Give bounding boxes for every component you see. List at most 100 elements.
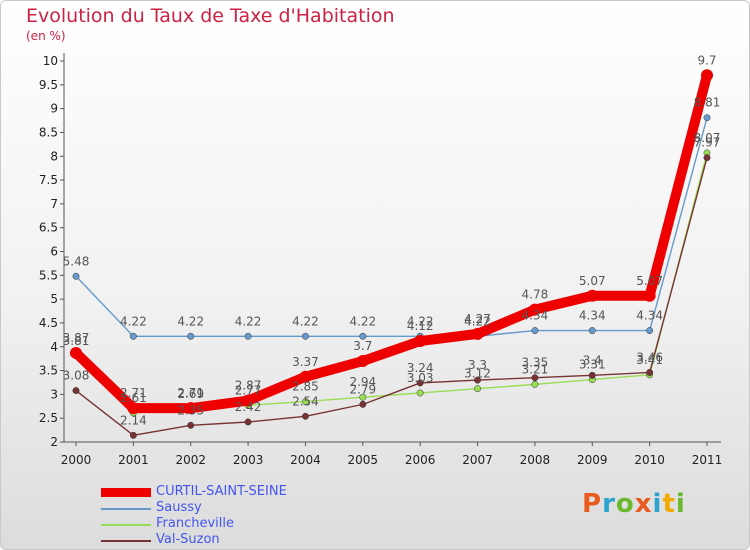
logo-letter: x	[634, 489, 653, 519]
logo-letter: r	[602, 489, 616, 519]
data-label-3: 3.3	[468, 358, 487, 372]
data-label-1: 8.81	[694, 96, 721, 110]
data-label-2: 3.81	[63, 334, 90, 348]
series-point-2	[302, 398, 309, 405]
data-label-1: 4.34	[636, 309, 663, 323]
proxiti-logo: Proxiti	[582, 489, 686, 519]
data-label-1: 4.22	[177, 314, 204, 328]
series-point-2	[531, 380, 539, 388]
series-point-3	[703, 154, 711, 162]
y-tick-label: 5.5	[39, 268, 58, 282]
series-point-1	[302, 332, 309, 340]
data-label-3: 2.42	[235, 400, 262, 414]
data-label-3: 7.97	[694, 136, 721, 150]
data-label-0: 4.12	[407, 319, 434, 333]
y-tick-label: 10	[43, 54, 58, 68]
data-label-3: 2.79	[349, 382, 376, 396]
data-label-2: 2.94	[349, 375, 376, 389]
series-point-0	[643, 289, 656, 302]
legend-swatch-3	[101, 540, 151, 542]
data-label-2: 3.31	[579, 358, 606, 372]
x-tick-label: 2010	[634, 453, 665, 467]
y-tick-label: 3.5	[39, 364, 58, 378]
series-point-3	[474, 376, 481, 384]
y-tick-label: 8.5	[39, 125, 58, 139]
series-point-1	[646, 327, 654, 335]
series-point-0	[299, 370, 312, 383]
data-label-2: 8.07	[694, 131, 721, 145]
x-tick-label: 2007	[462, 453, 493, 467]
x-tick-label: 2000	[61, 453, 92, 467]
series-point-1	[244, 332, 252, 340]
data-label-1: 4.22	[235, 314, 262, 328]
series-point-0	[70, 346, 82, 359]
y-tick-label: 6	[50, 245, 58, 259]
x-tick-label: 2011	[692, 453, 723, 467]
logo-letter: t	[662, 489, 676, 519]
series-point-1	[72, 272, 80, 280]
series-point-1	[588, 327, 596, 335]
data-label-0: 3.37	[292, 355, 319, 369]
series-point-1	[129, 332, 137, 340]
legend-label-3: Val-Suzon	[156, 532, 220, 547]
x-tick-label: 2003	[233, 453, 264, 467]
x-tick-label: 2008	[520, 453, 551, 467]
series-point-3	[531, 374, 539, 382]
data-label-0: 2.87	[235, 379, 262, 393]
legend-label-2: Francheville	[156, 516, 234, 531]
data-label-2: 2.61	[120, 391, 147, 405]
data-label-3: 3.4	[583, 353, 602, 367]
y-tick-label: 6.5	[39, 221, 58, 235]
series-point-1	[703, 114, 711, 122]
logo-letter: i	[652, 489, 663, 519]
series-point-3	[359, 400, 367, 408]
chart-title: Evolution du Taux de Taxe d'Habitation	[26, 5, 395, 27]
x-tick-label: 2006	[405, 453, 436, 467]
data-label-0: 9.7	[697, 53, 716, 67]
series-point-0	[471, 327, 484, 340]
y-tick-label: 4	[50, 340, 58, 354]
data-label-3: 3.46	[636, 350, 663, 364]
y-tick-label: 7	[50, 197, 58, 211]
legend-swatch-2	[101, 524, 151, 526]
series-point-0	[184, 402, 197, 415]
y-tick-label: 2	[50, 435, 58, 449]
data-label-1: 4.34	[579, 309, 606, 323]
data-label-1: 4.22	[349, 314, 376, 328]
series-point-0	[528, 303, 541, 316]
series-point-3	[646, 369, 654, 376]
series-point-2	[359, 393, 367, 401]
logo-letter: P	[582, 489, 603, 519]
legend-label-1: Saussy	[156, 500, 202, 515]
series-point-1	[187, 332, 195, 340]
data-label-0: 2.71	[120, 386, 147, 400]
series-point-3	[244, 418, 252, 426]
data-label-2: 2.85	[292, 380, 319, 394]
y-tick-label: 9.5	[39, 78, 58, 92]
logo-letter: i	[675, 489, 686, 519]
data-label-3: 3.24	[407, 361, 434, 375]
y-tick-label: 5	[50, 292, 58, 306]
series-point-2	[416, 389, 424, 397]
series-point-3	[302, 412, 309, 420]
data-label-0: 5.07	[636, 274, 663, 288]
series-point-0	[701, 69, 713, 82]
y-tick-label: 3	[50, 387, 58, 401]
data-label-2: 3.21	[522, 362, 549, 376]
series-point-0	[586, 289, 599, 302]
series-line-0	[71, 70, 712, 414]
y-tick-label: 4.5	[39, 316, 58, 330]
logo-letter: o	[615, 489, 635, 519]
series-point-0	[127, 402, 140, 415]
series-point-3	[187, 421, 195, 429]
x-tick-label: 2002	[175, 453, 206, 467]
series-point-0	[414, 335, 427, 348]
data-label-0: 2.71	[177, 386, 204, 400]
series-point-3	[72, 387, 80, 395]
data-label-3: 3.08	[63, 369, 90, 383]
legend-swatch-1	[101, 508, 151, 510]
series-point-1	[531, 327, 539, 335]
chart-unit: (en %)	[26, 29, 66, 43]
